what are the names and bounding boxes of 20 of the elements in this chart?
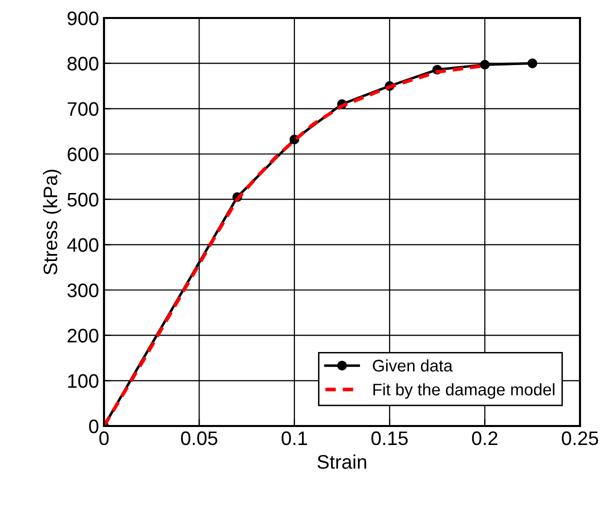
y-tick-label: 0	[89, 419, 98, 434]
x-axis-title: Strain	[317, 454, 366, 469]
legend-label: Fit by the damage model	[373, 383, 554, 399]
y-tick-label: 400	[67, 238, 98, 252]
x-tick-label: 0.15	[371, 431, 408, 446]
x-tick-label: 0	[99, 431, 109, 446]
y-tick-label: 100	[68, 374, 98, 388]
y-tick-label: 600	[68, 147, 98, 162]
y-tick-label: 500	[67, 192, 98, 207]
x-tick-label: 0.1	[282, 431, 307, 446]
x-tick-label: 0.2	[472, 431, 498, 446]
y-axis-title: Stress (kPa)	[43, 170, 62, 275]
y-tick-label: 700	[68, 102, 98, 116]
y-tick-label: 900	[68, 11, 98, 26]
y-tick-label: 800	[68, 56, 98, 71]
y-tick-label: 200	[68, 328, 98, 343]
y-tick-label: 300	[67, 283, 98, 298]
legend-label: Given data	[372, 359, 453, 372]
x-tick-label: 0.25	[562, 431, 598, 446]
x-tick-label: 0.05	[181, 431, 218, 446]
